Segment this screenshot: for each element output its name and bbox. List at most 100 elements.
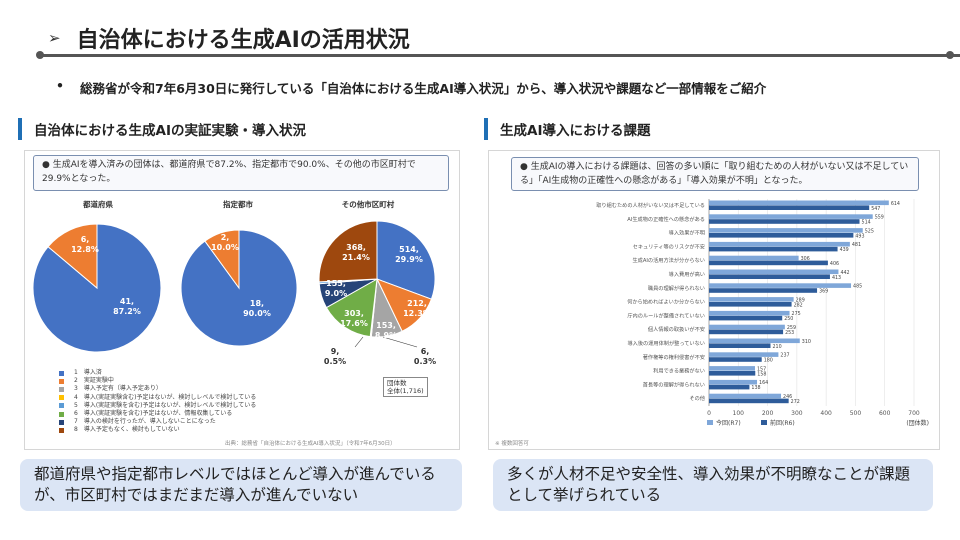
bar-previous — [709, 329, 784, 335]
pie3-count: 153, — [376, 321, 396, 330]
pie1-minor-count: 6, — [80, 235, 90, 244]
pie2-major-count: 18, — [249, 299, 265, 308]
value-label-previous: 180 — [764, 358, 773, 364]
pie3-label-adopted: 514, 29.9% — [391, 245, 427, 265]
value-label-current: 237 — [780, 353, 789, 359]
pie-legend: 1 導入済 2 実証実験中 3 導入予定有（導入予定あり） 4 導入(実証実験含… — [59, 369, 256, 435]
legend-item: 8 導入予定もなく、検討もしていない — [59, 426, 256, 434]
pie-slice-adopted — [376, 220, 436, 300]
pie-municipalities — [318, 220, 436, 348]
bullet-icon: • — [56, 78, 64, 93]
bar-current — [709, 352, 779, 357]
bar-current — [709, 393, 782, 399]
pie3-count: 212, — [407, 299, 427, 308]
pie-title-municipalities: その他市区町村 — [341, 200, 395, 209]
legend-item: 7 導入の検討を行ったが、導入しないことになった — [59, 418, 256, 426]
value-label-current: 614 — [891, 201, 900, 207]
bar-previous — [709, 205, 870, 210]
bar-current — [709, 255, 799, 261]
value-label-current: 310 — [802, 339, 811, 345]
category-label: セキュリティ等のリスクが不安 — [633, 242, 705, 250]
value-label-current: 259 — [787, 325, 796, 331]
arrow-icon: ➢ — [48, 29, 61, 47]
pie3-pct: 9.0% — [324, 289, 348, 298]
bar-previous — [709, 384, 750, 390]
legend-label: 1 導入済 — [74, 369, 102, 376]
category-label: 導入効果が不明 — [669, 229, 705, 237]
total-count-box: 団体数 全体(1,716) — [383, 377, 428, 397]
pie2-minor-count: 2, — [220, 233, 230, 242]
legend-label-previous: 前回(R6) — [770, 419, 795, 427]
right-section-heading: 生成AI導入における課題 — [484, 118, 650, 140]
bar-current — [709, 228, 863, 233]
value-label-current: 157 — [757, 366, 766, 372]
pie3-pct: 0.3% — [413, 357, 437, 366]
bar-current — [709, 200, 889, 206]
category-label: AI生成物の正確性への懸念がある — [627, 215, 705, 223]
x-tick-label: 600 — [879, 410, 891, 417]
value-label-current: 246 — [783, 394, 792, 400]
legend-label: 3 導入予定有（導入予定あり） — [74, 385, 162, 393]
pie3-label-other: 9, 0.5% — [321, 347, 349, 367]
legend-label: 7 導入の検討を行ったが、導入しないことになった — [74, 418, 216, 426]
pie1-major-label: 41, 87.2% — [107, 297, 147, 317]
pie2-minor-pct: 10.0% — [211, 243, 239, 252]
pie3-count: 303, — [344, 309, 364, 318]
left-footnote: 出典：総務省「自治体における生成AI導入状況」（令和7年6月30日） — [225, 441, 396, 447]
value-label-current: 164 — [759, 380, 768, 386]
bar-previous — [709, 398, 789, 404]
value-label-previous: 210 — [773, 344, 782, 350]
legend-swatch — [59, 370, 64, 376]
bar-current — [709, 241, 850, 247]
pie-title-cities: 指定都市 — [223, 200, 253, 209]
value-label-previous: 547 — [871, 206, 880, 212]
pie-slice-prefectures-trial — [47, 223, 98, 290]
page-title-text: 自治体における生成AIの活用状況 — [76, 28, 410, 53]
x-tick-label: 200 — [762, 410, 774, 417]
value-label-current: 289 — [796, 297, 805, 303]
pie2-minor-label: 2, 10.0% — [207, 233, 243, 253]
leader-line — [354, 336, 364, 348]
value-label-previous: 493 — [855, 233, 864, 239]
legend-label: 4 導入(実証実験含む)予定はないが、検討しレベルで検討している — [74, 393, 257, 401]
pie-prefectures — [32, 223, 162, 353]
bar-current — [709, 366, 755, 371]
left-callout: ● 生成AIを導入済みの団体は、都道府県で87.2%、指定都市で90.0%、その… — [33, 155, 449, 191]
value-label-current: 559 — [875, 215, 884, 221]
left-section-heading: 自治体における生成AIの実証実験・導入状況 — [18, 118, 306, 140]
legend-swatch — [59, 395, 64, 401]
legend-swatch — [59, 387, 64, 392]
bar-current — [709, 310, 790, 316]
pie3-pct: 21.4% — [342, 253, 370, 262]
category-label: 個人情報の取扱いが不安 — [648, 325, 705, 333]
bar-current — [709, 283, 852, 288]
intro-text: 総務省が令和7年6月30日に発行している「自治体における生成AI導入状況」から、… — [80, 81, 767, 96]
pie1-major-count: 41, — [119, 297, 135, 306]
right-callout: ● 生成AIの導入における課題は、回答の多い順に「取り組むための人材がいない又は… — [511, 157, 919, 191]
pie-slice-info-gathering — [325, 278, 378, 338]
value-label-current: 485 — [853, 284, 862, 290]
bar-previous — [709, 357, 762, 362]
pie-slice-no-plan — [318, 220, 378, 283]
value-label-previous: 406 — [830, 261, 839, 267]
challenges-figure: ● 生成AIの導入における課題は、回答の多い順に「取り組むための人材がいない又は… — [488, 150, 940, 450]
legend-swatch — [59, 403, 64, 409]
category-label: 著作権等の権利侵害が不安 — [643, 353, 705, 361]
pie3-label-planned: 153, 8.9% — [372, 321, 400, 341]
pie3-count: 155, — [326, 279, 346, 288]
page-title: ➢ 自治体における生成AIの活用状況 — [48, 22, 410, 54]
pie3-pct: 17.6% — [340, 319, 368, 328]
accent-bar — [484, 118, 488, 140]
bar-current — [709, 324, 785, 330]
value-label-previous: 413 — [832, 275, 841, 281]
category-label: 取り組むための人材がいない又は不足している — [596, 201, 705, 209]
legend-item: 1 導入済 — [59, 369, 256, 377]
legend-item: 6 導入(実証実験を含む)予定はないが、情報収集している — [59, 410, 256, 418]
value-label-current: 481 — [852, 242, 861, 248]
x-tick-label: 100 — [733, 410, 745, 417]
pie3-label-rejected: 155, 9.0% — [321, 279, 351, 299]
x-tick-label: 700 — [908, 410, 920, 417]
pie3-pct: 0.5% — [323, 357, 347, 366]
legend-swatch — [59, 428, 64, 434]
right-section-heading-text: 生成AI導入における課題 — [500, 123, 651, 139]
